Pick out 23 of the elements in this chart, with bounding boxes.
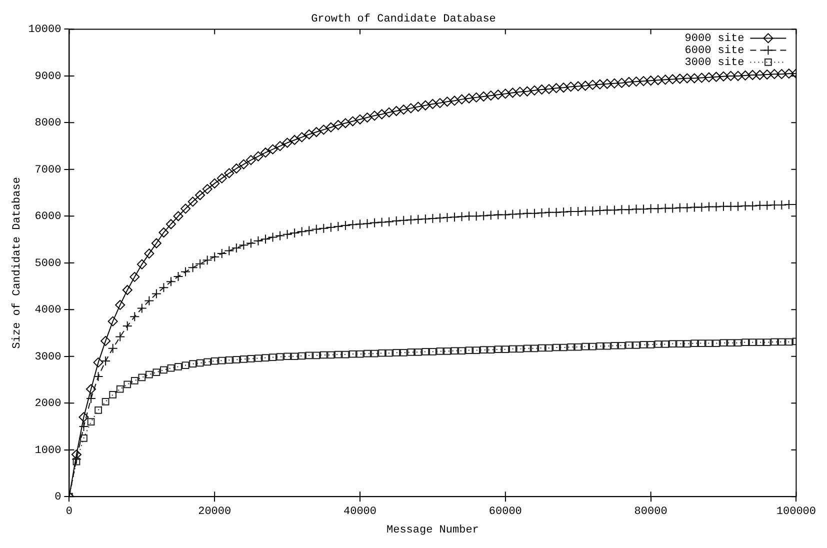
y-tick-label: 6000	[34, 211, 62, 224]
legend-label: 3000 site	[684, 57, 744, 70]
chart-title: Growth of Candidate Database	[311, 14, 496, 26]
y-axis-title: Size of Candidate Database	[12, 177, 24, 349]
x-tick-label: 20000	[198, 506, 232, 518]
legend-label: 6000 site	[684, 45, 744, 58]
legend-label: 9000 site	[684, 33, 744, 46]
y-tick-label: 5000	[34, 258, 62, 270]
x-tick-label: 0	[66, 506, 73, 518]
x-tick-label: 100000	[776, 506, 816, 518]
x-tick-label: 40000	[343, 506, 377, 518]
y-tick-label: 1000	[34, 444, 62, 457]
y-tick-label: 8000	[34, 118, 62, 130]
x-axis-title: Message Number	[386, 524, 479, 536]
y-tick-label: 9000	[34, 70, 62, 83]
x-tick-label: 80000	[634, 506, 668, 518]
y-tick-label: 0	[54, 492, 62, 504]
x-tick-label: 60000	[488, 506, 522, 518]
y-tick-label: 3000	[34, 351, 62, 364]
y-tick-label: 2000	[34, 398, 62, 410]
y-tick-label: 7000	[34, 164, 62, 176]
y-tick-label: 4000	[34, 304, 62, 317]
y-tick-label: 10000	[28, 24, 62, 36]
